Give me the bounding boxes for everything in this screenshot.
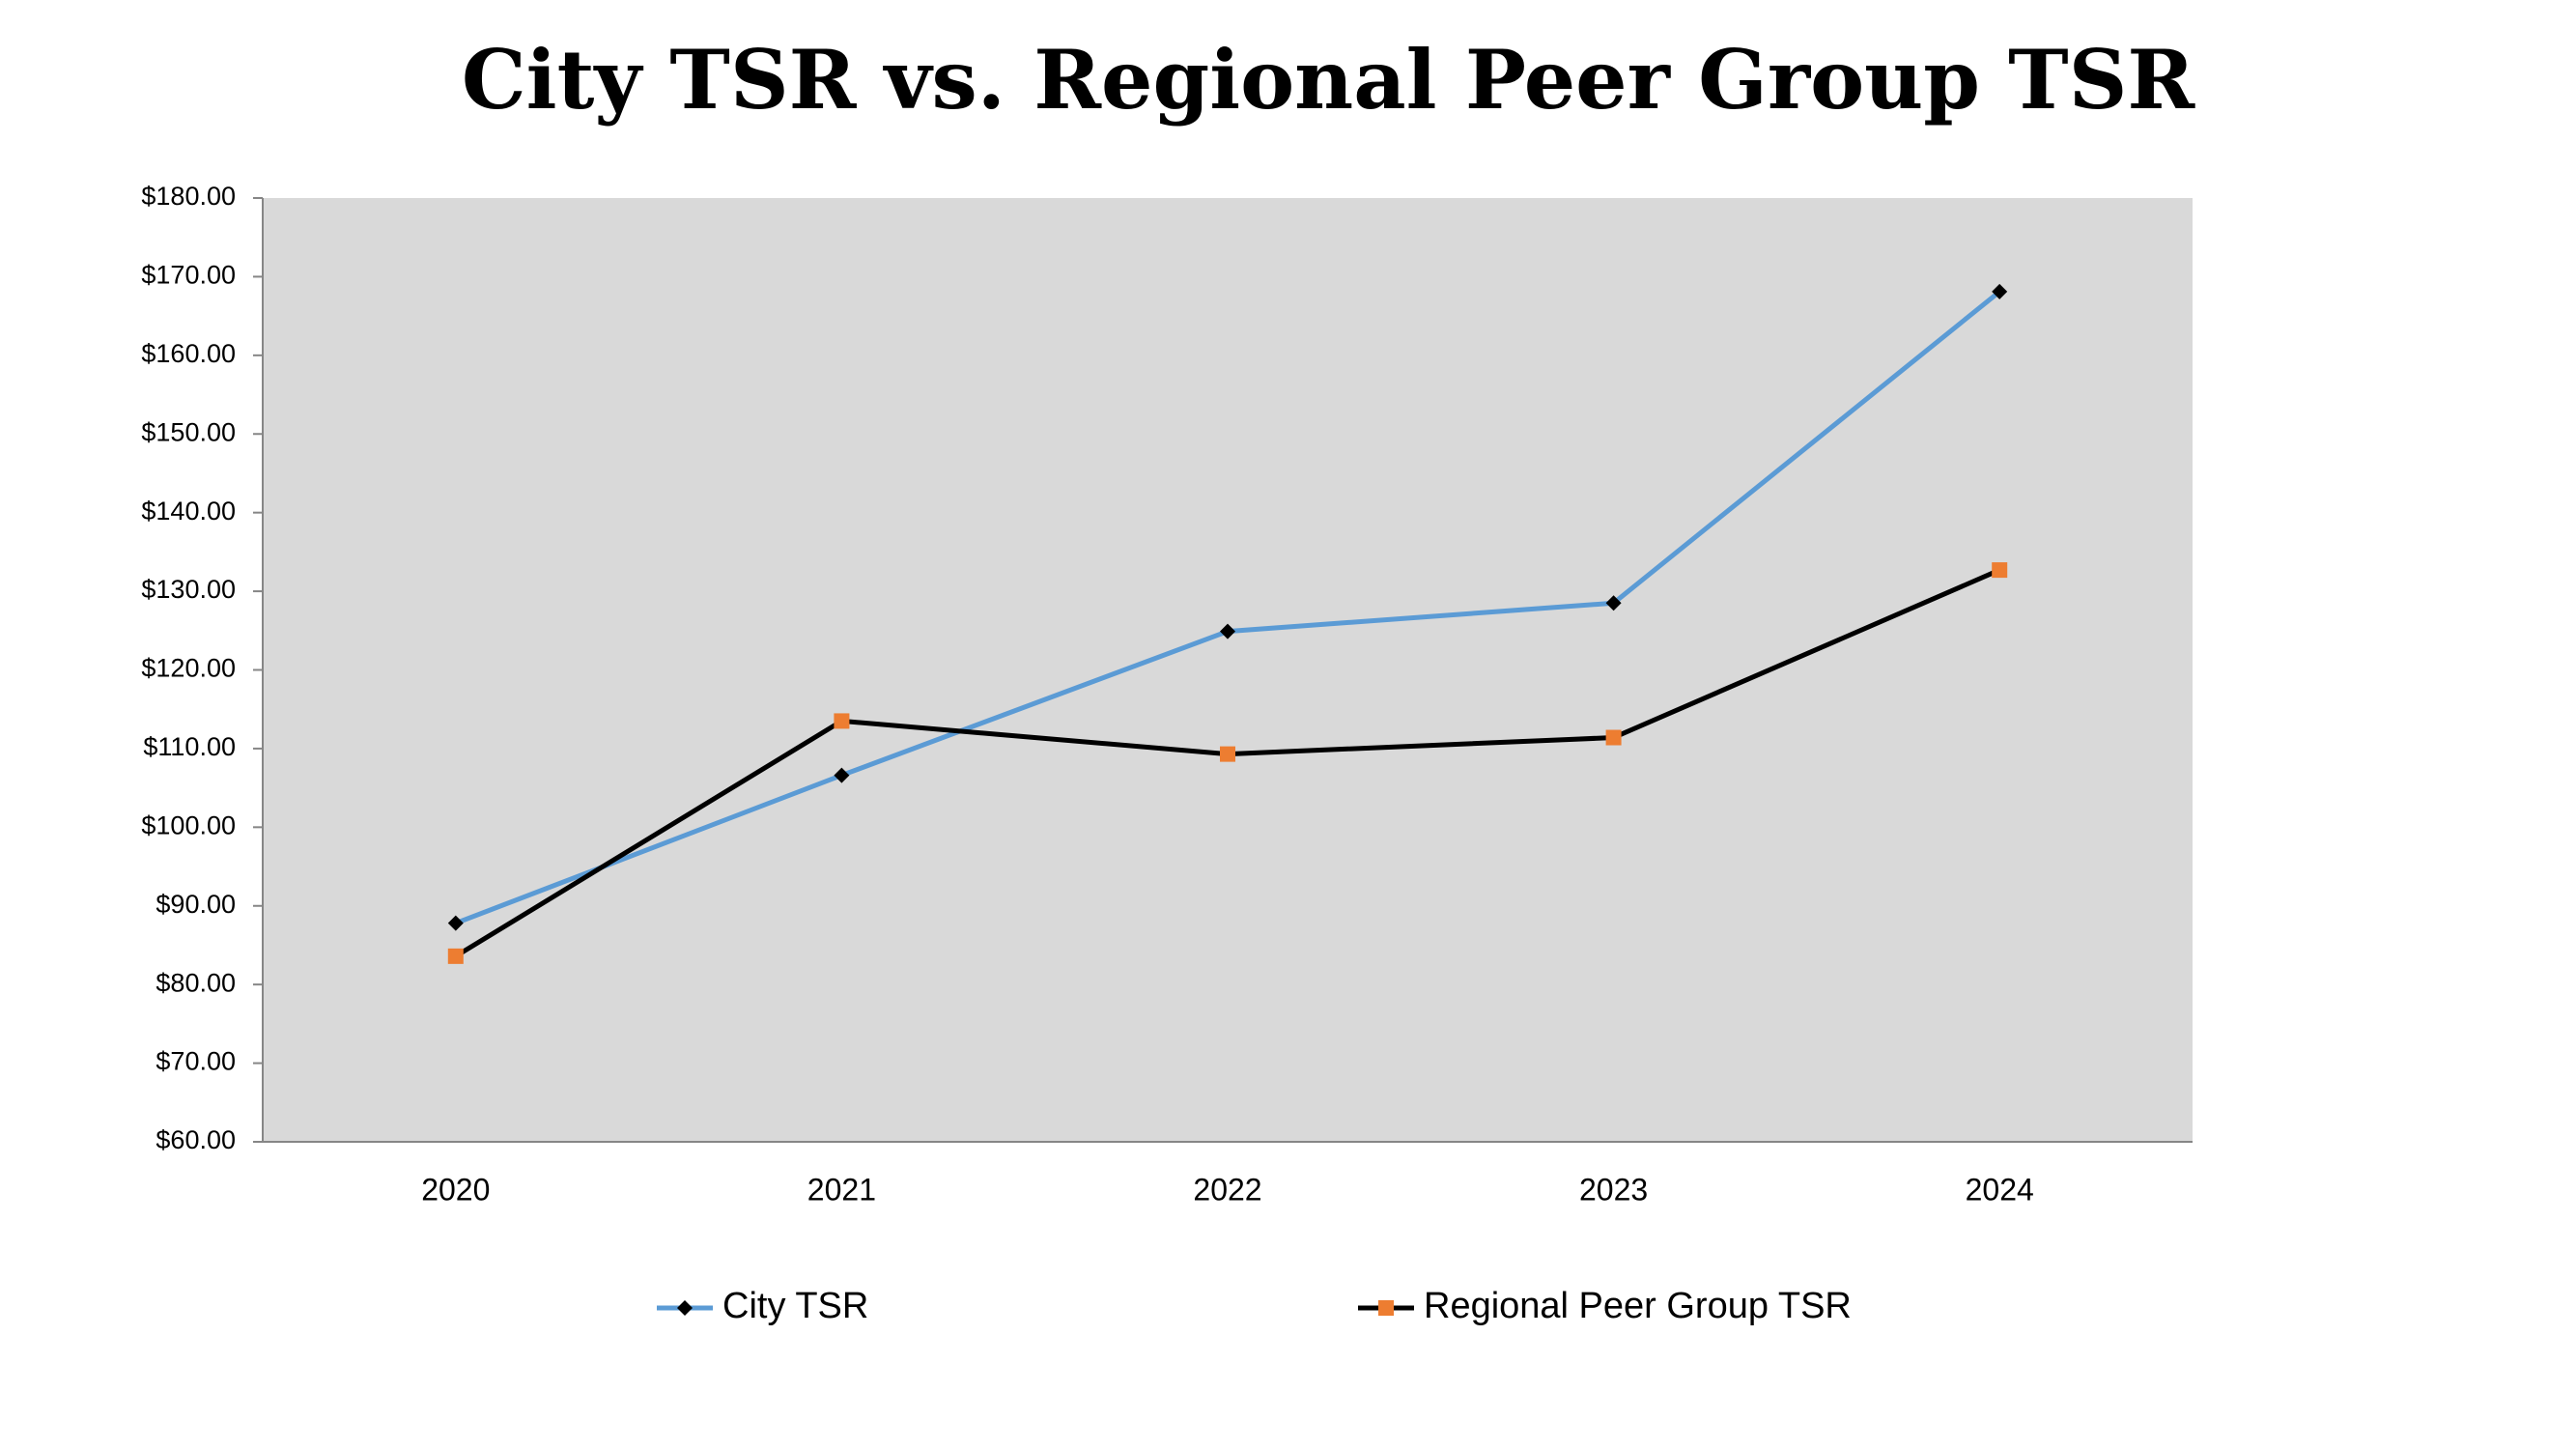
legend-marker [1378, 1300, 1394, 1316]
data-point [1992, 283, 2008, 299]
y-tick-label: $110.00 [143, 732, 236, 761]
x-tick-label: 2020 [421, 1172, 490, 1207]
plot-area [263, 198, 2193, 1142]
data-point [1605, 729, 1622, 746]
y-tick-label: $80.00 [156, 968, 236, 997]
y-tick-label: $180.00 [141, 182, 236, 211]
data-point [447, 948, 464, 964]
y-tick-label: $60.00 [156, 1125, 236, 1154]
legend-marker [677, 1300, 693, 1316]
y-tick-label: $150.00 [141, 417, 236, 446]
legend-label: City TSR [722, 1286, 868, 1326]
data-point [1992, 562, 2008, 579]
x-tick-label: 2023 [1579, 1172, 1648, 1207]
y-tick-label: $160.00 [141, 339, 236, 368]
x-tick-label: 2024 [1966, 1172, 2034, 1207]
x-tick-label: 2022 [1193, 1172, 1261, 1207]
y-tick-label: $120.00 [141, 654, 236, 683]
data-point [1220, 623, 1235, 639]
data-point [1605, 595, 1622, 611]
legend-label: Regional Peer Group TSR [1424, 1286, 1852, 1326]
y-tick-label: $100.00 [141, 810, 236, 839]
y-tick-label: $140.00 [141, 497, 236, 526]
y-tick-label: $170.00 [141, 261, 236, 290]
data-point [447, 915, 464, 931]
data-point [834, 713, 850, 729]
y-tick-label: $90.00 [156, 890, 236, 919]
data-point [1220, 746, 1235, 762]
data-point [834, 767, 850, 783]
y-tick-label: $70.00 [156, 1047, 236, 1076]
y-tick-label: $130.00 [141, 575, 236, 604]
x-tick-label: 2021 [807, 1172, 876, 1207]
chart-title: City TSR vs. Regional Peer Group TSR [462, 32, 2196, 128]
